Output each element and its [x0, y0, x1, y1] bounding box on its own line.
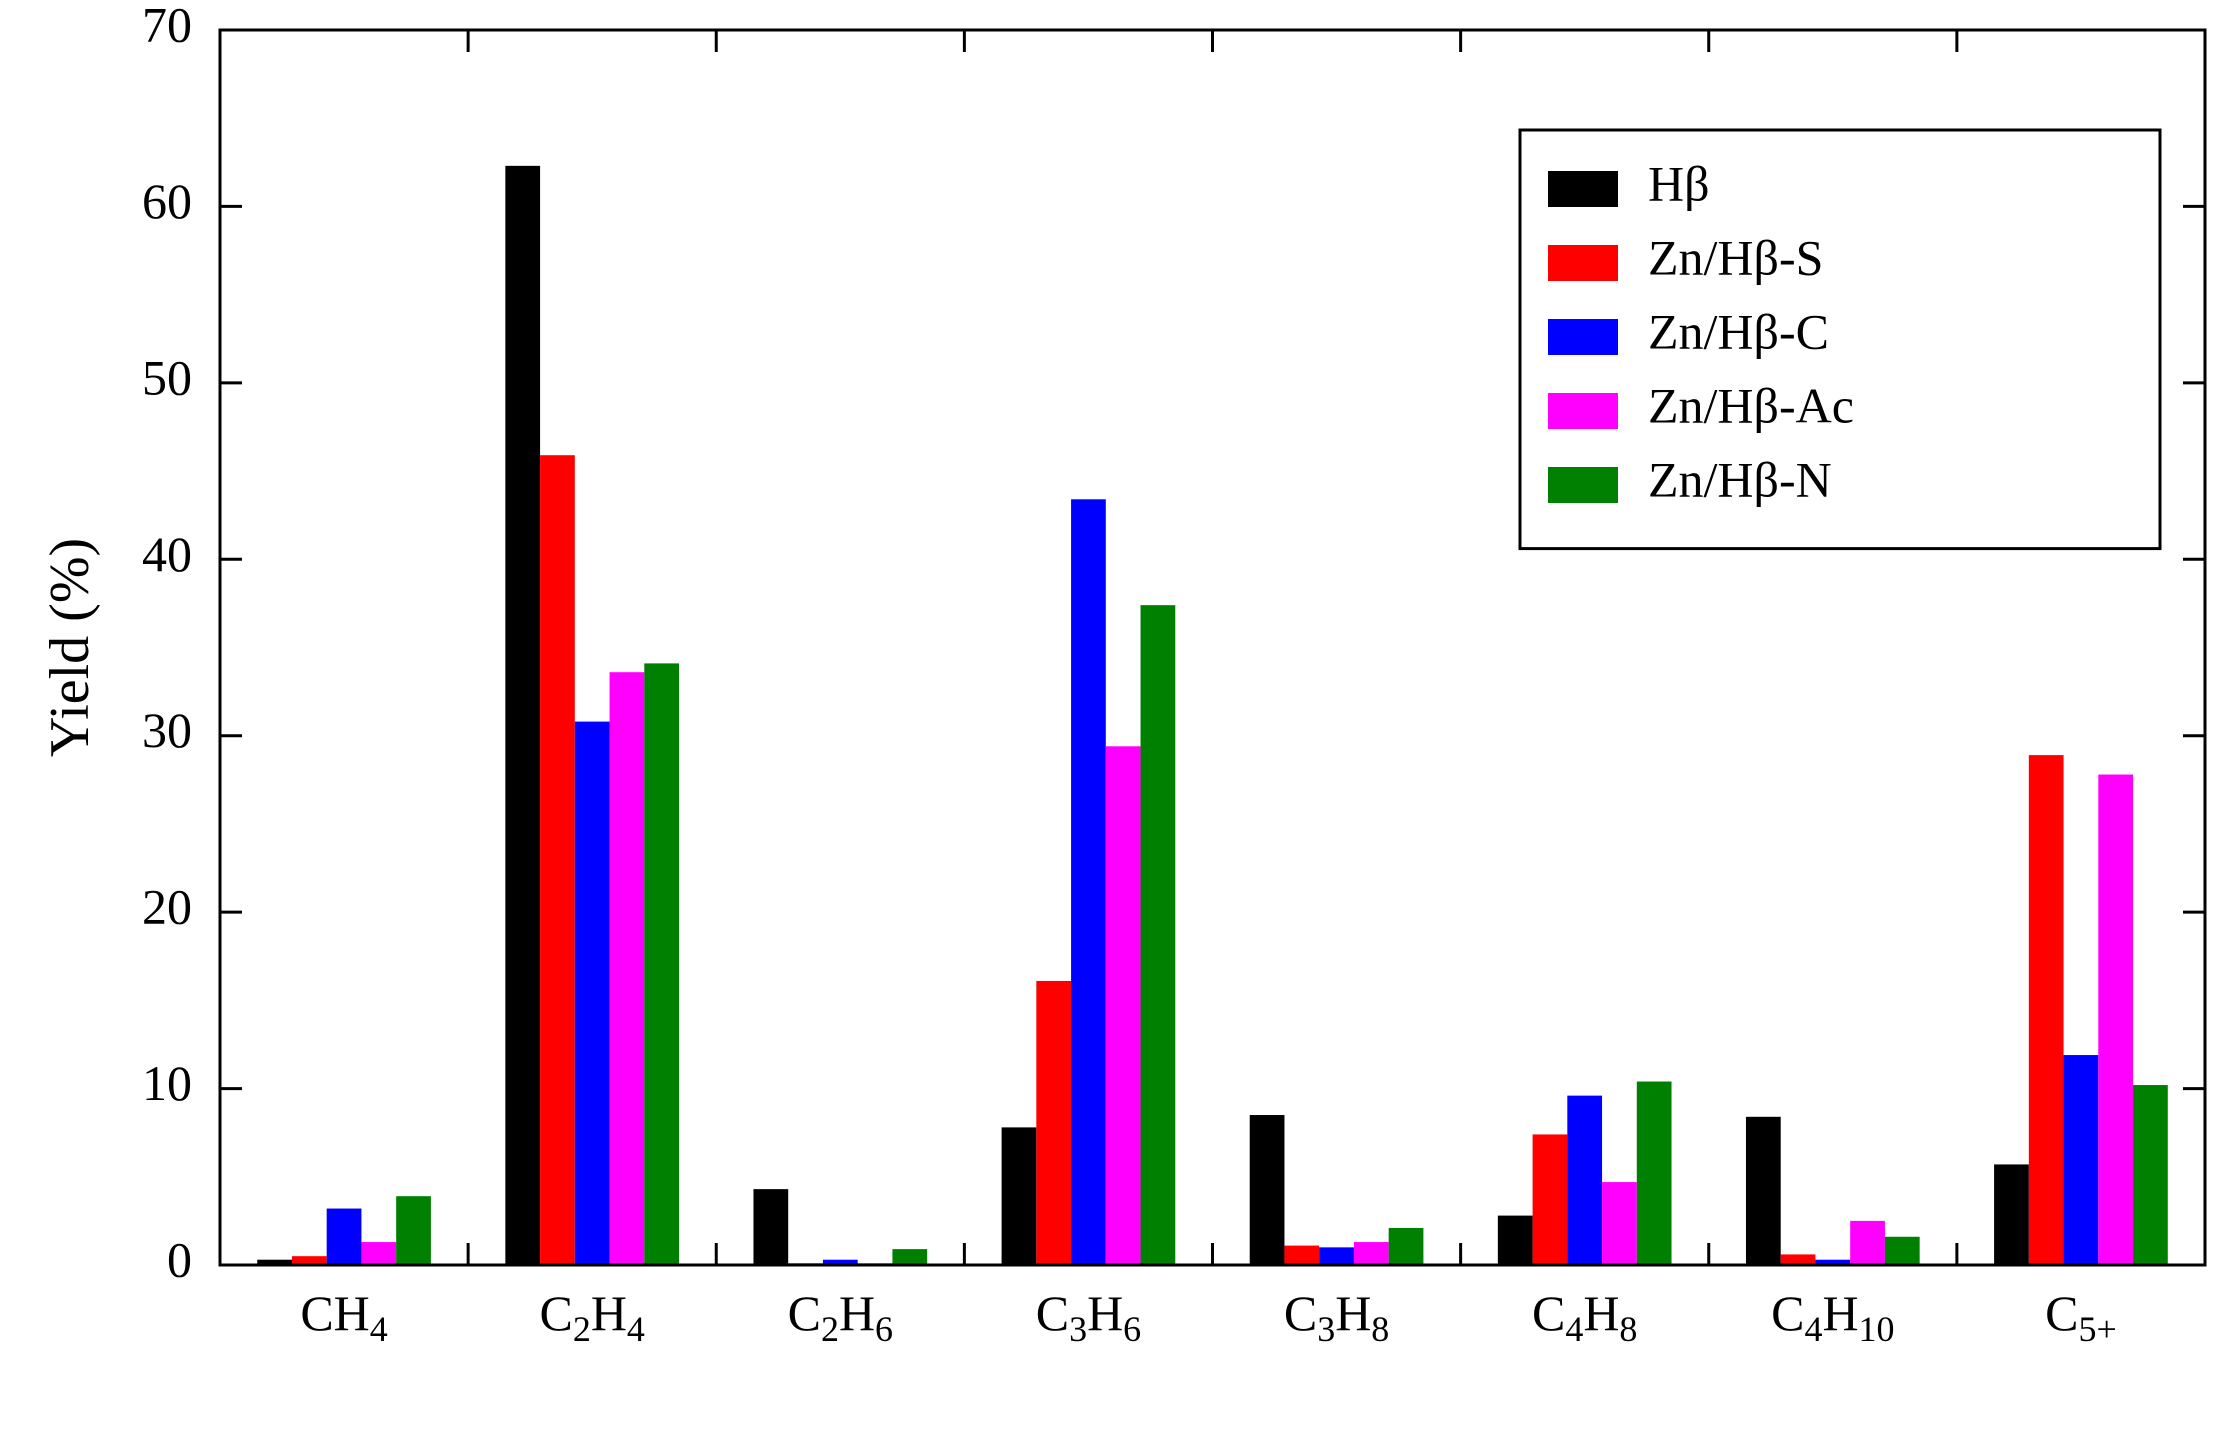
bar — [1071, 499, 1106, 1265]
legend-label: Zn/Hβ-N — [1648, 451, 1832, 507]
legend-label: Zn/Hβ-Ac — [1648, 377, 1854, 433]
bar — [1250, 1115, 1285, 1265]
bar — [1746, 1117, 1781, 1265]
bar — [610, 672, 645, 1265]
legend-label: Zn/Hβ-S — [1648, 229, 1823, 285]
bar — [327, 1209, 362, 1265]
bar — [753, 1189, 788, 1265]
bar — [1498, 1216, 1533, 1265]
bar — [2064, 1055, 2099, 1265]
legend: Hβ Zn/Hβ-S Zn/Hβ-C Zn/Hβ-Ac Zn/Hβ-N — [1520, 130, 2160, 549]
legend-swatch — [1548, 467, 1618, 503]
bar — [2133, 1085, 2168, 1265]
y-tick-label: 40 — [142, 526, 192, 582]
y-tick-label: 70 — [142, 0, 192, 52]
bar — [505, 166, 540, 1265]
legend-label: Zn/Hβ-C — [1648, 303, 1829, 359]
legend-swatch — [1548, 171, 1618, 207]
bar — [575, 722, 610, 1265]
bar — [540, 455, 575, 1265]
bar — [1141, 605, 1176, 1265]
legend-swatch — [1548, 393, 1618, 429]
bar — [644, 663, 679, 1265]
bar — [1602, 1182, 1637, 1265]
chart-svg: 010203040506070Yield (%)CH4C2H4C2H6C3H6C… — [0, 0, 2226, 1435]
bar — [1850, 1221, 1885, 1265]
bar — [892, 1249, 927, 1265]
bar — [1781, 1254, 1816, 1265]
bar — [2098, 775, 2133, 1265]
bar — [396, 1196, 431, 1265]
bar — [1567, 1096, 1602, 1265]
legend-label: Hβ — [1648, 155, 1710, 211]
bar — [1994, 1164, 2029, 1265]
legend-swatch — [1548, 319, 1618, 355]
bar — [1036, 981, 1071, 1265]
bar — [361, 1242, 396, 1265]
y-tick-label: 60 — [142, 173, 192, 229]
y-tick-label: 30 — [142, 702, 192, 758]
bar — [1637, 1082, 1672, 1265]
bar — [1002, 1127, 1037, 1265]
bar — [1389, 1228, 1424, 1265]
y-tick-label: 10 — [142, 1055, 192, 1111]
bar — [1319, 1247, 1354, 1265]
legend-swatch — [1548, 245, 1618, 281]
bar — [2029, 755, 2064, 1265]
bar — [1533, 1134, 1568, 1265]
y-axis-label: Yield (%) — [39, 538, 101, 757]
y-tick-label: 50 — [142, 349, 192, 405]
y-tick-label: 20 — [142, 879, 192, 935]
y-tick-label: 0 — [167, 1231, 192, 1287]
bar — [1354, 1242, 1389, 1265]
bar — [1885, 1237, 1920, 1265]
bar — [1106, 746, 1141, 1265]
bar — [1284, 1246, 1319, 1265]
yield-bar-chart: 010203040506070Yield (%)CH4C2H4C2H6C3H6C… — [0, 0, 2226, 1435]
